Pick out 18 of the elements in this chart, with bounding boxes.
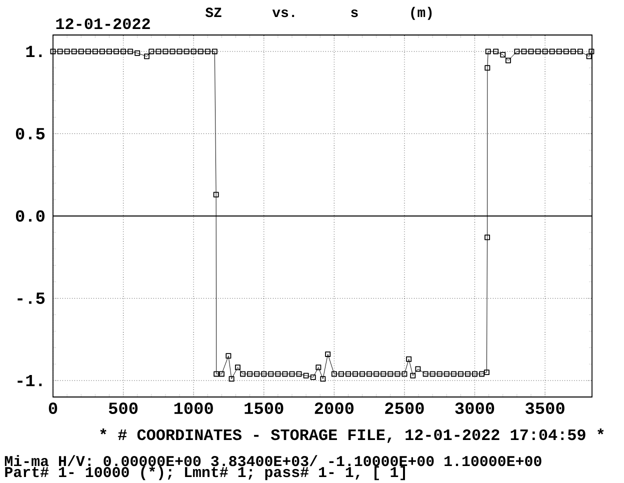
x-tick-label: 3000 [455,402,494,414]
chart-subtitle: 12-01-2022 [56,18,150,30]
y-tick-label: 0.5 [16,128,45,140]
x-tick-label: 2000 [314,402,354,414]
text: * # COORDINATES - STORAGE FILE, 12-01-2022 17:04:59 * [100,428,604,443]
y-tick-label: -1. [18,374,42,386]
x-tick-label: 1500 [244,402,284,414]
x-tick-label: 500 [108,402,138,414]
y-tick-label: -.5 [18,292,45,304]
x-tick-label: 1000 [174,402,213,414]
text: Mi-ma H/V: 0.00000E+00 3.83400E+03/ -1.10000E+00 1.10000E+00 [4,455,542,466]
x-tick-label: 0 [48,402,58,414]
text: Part# 1- 10000 (*); Lmnt# 1; pass# 1- 1, [ 1] [5,466,405,480]
y-tick-label: 0.0 [16,210,44,222]
chart-title: SZ vs. s (m) [205,6,432,20]
y-tick-label: 1. [26,46,42,58]
x-tick-label: 2500 [385,402,424,414]
x-tick-label: 3500 [525,402,564,414]
